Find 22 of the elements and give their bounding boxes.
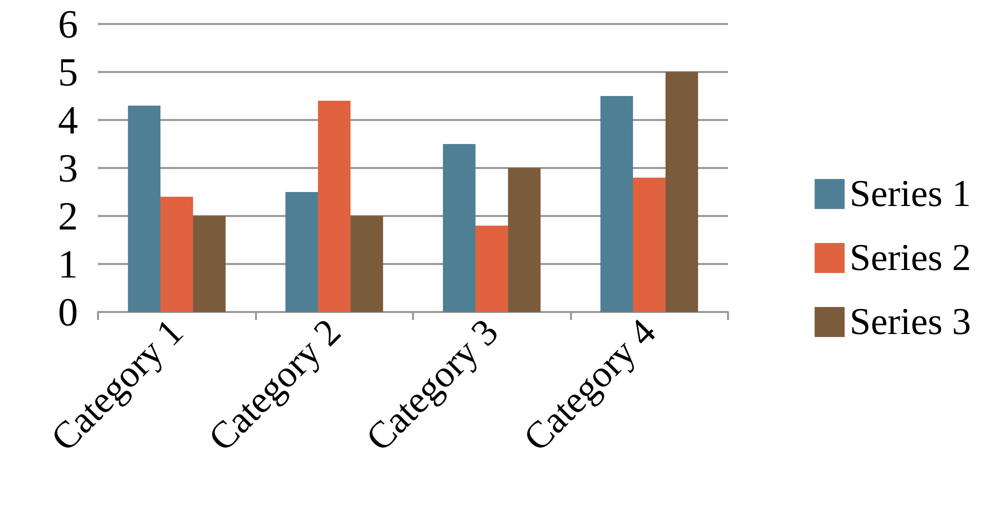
bar (442, 144, 476, 312)
y-tick-label: 0 (58, 290, 78, 334)
y-tick-label: 6 (58, 2, 78, 46)
bar (475, 226, 508, 312)
bar (508, 168, 541, 312)
y-tick-label: 4 (58, 98, 78, 142)
bar (128, 106, 160, 312)
bar (350, 216, 384, 312)
y-tick-label: 1 (58, 242, 78, 286)
bar (318, 100, 351, 312)
y-tick-label: 3 (58, 146, 78, 190)
legend-label: Series 3 (850, 301, 972, 343)
y-tick-label: 5 (58, 50, 78, 94)
bar (285, 192, 318, 312)
bar (600, 96, 633, 312)
legend-label: Series 1 (850, 173, 972, 215)
bar (666, 72, 698, 312)
bar (632, 178, 666, 312)
legend-label: Series 2 (850, 237, 972, 279)
bar (193, 216, 226, 312)
y-tick-label: 2 (58, 194, 78, 238)
bar (160, 196, 194, 312)
